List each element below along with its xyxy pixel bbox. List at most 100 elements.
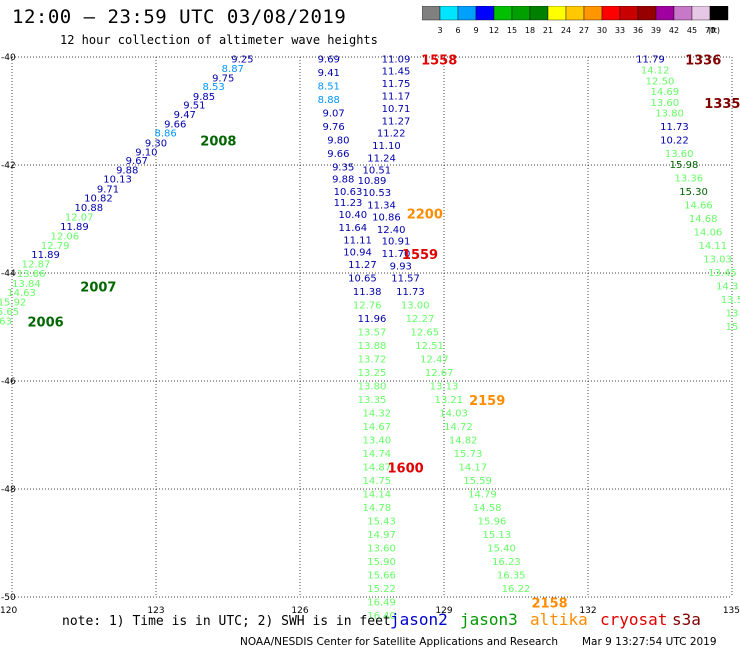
wave-height-point: 11.79 xyxy=(636,55,665,66)
wave-height-point: 8.51 xyxy=(318,82,340,93)
wave-height-point: 9.10 xyxy=(135,148,157,159)
wave-height-point: 13.21 xyxy=(434,395,463,406)
wave-height-point: 13.45 xyxy=(708,268,737,279)
wave-height-point: 8.86 xyxy=(154,129,176,140)
wave-height-point: 16.23 xyxy=(492,557,521,568)
chart-title: 12:00 – 23:59 UTC 03/08/2019 xyxy=(12,6,347,28)
wave-height-point: 15.13 xyxy=(482,530,511,541)
wave-height-point: 9.76 xyxy=(322,122,344,133)
scale-tick-label: 3 xyxy=(437,26,442,35)
wave-height-point: 12.76 xyxy=(353,300,382,311)
wave-height-point: 13.40 xyxy=(362,435,391,446)
scale-tick-label: 18 xyxy=(525,26,535,35)
scale-tick-label: 12 xyxy=(489,26,499,35)
wave-height-point: 9.35 xyxy=(332,163,354,174)
wave-height-point: 14.03 xyxy=(439,408,468,419)
scale-tick-label: 36 xyxy=(633,26,643,35)
pass-time-label: 2006 xyxy=(28,316,64,331)
footer-timestamp: Mar 9 13:27:54 UTC 2019 xyxy=(582,636,717,648)
scale-tick-label: 45 xyxy=(687,26,697,35)
wave-height-point: 14.11 xyxy=(698,241,727,252)
wave-height-point: 9.69 xyxy=(318,55,340,66)
wave-height-point: 10.53 xyxy=(362,188,391,199)
pass-time-label: 1336 xyxy=(685,54,721,69)
wave-height-point: 10.82 xyxy=(84,193,113,204)
wave-height-point: 9.41 xyxy=(318,68,340,79)
x-tick-label: 126 xyxy=(291,606,308,616)
wave-height-point: 13.80 xyxy=(655,109,684,120)
wave-height-point: 9.88 xyxy=(332,175,354,186)
wave-height-point: 11.23 xyxy=(334,198,363,209)
wave-height-point: 10.86 xyxy=(372,212,401,223)
wave-height-point: 15.59 xyxy=(463,476,492,487)
wave-height-point: 10.65 xyxy=(348,273,377,284)
wave-height-point: 15.66 xyxy=(367,570,396,581)
wave-height-point: 10.94 xyxy=(343,247,372,258)
wave-height-point: 8.88 xyxy=(318,95,340,106)
wave-height-point: 10.91 xyxy=(382,237,411,248)
wave-height-point: 15.65 xyxy=(0,307,19,318)
wave-height-point: 14.82 xyxy=(449,435,478,446)
wave-height-point: 11.75 xyxy=(382,79,411,90)
pass-time-label: 1558 xyxy=(421,54,457,69)
wave-height-point: 11.89 xyxy=(60,222,89,233)
wave-height-point: 14.74 xyxy=(362,449,391,460)
wave-height-point: 11.89 xyxy=(31,250,60,261)
wave-height-point: 11.09 xyxy=(382,55,411,66)
wave-height-point: 10.51 xyxy=(362,165,391,176)
wave-height-point: 14.3 xyxy=(716,282,738,293)
y-tick-label: -42 xyxy=(1,161,16,171)
wave-height-point: 14.14 xyxy=(362,489,391,500)
wave-height-point: 16.49 xyxy=(367,597,396,608)
wave-height-point: 13.36 xyxy=(674,174,703,185)
wave-height-point: 15 xyxy=(726,322,739,333)
scale-tick-label: 9 xyxy=(473,26,478,35)
wave-height-point: 14.72 xyxy=(444,422,473,433)
wave-height-point: 14.78 xyxy=(362,503,391,514)
wave-height-point: 9.47 xyxy=(174,110,196,121)
wave-height-point: 13.60 xyxy=(665,149,694,160)
wave-height-point: 11.22 xyxy=(377,129,406,140)
scale-tick-label: 39 xyxy=(651,26,661,35)
wave-height-point: 15.73 xyxy=(454,449,483,460)
wave-height-point: 9.88 xyxy=(116,165,138,176)
wave-height-point: 14.32 xyxy=(362,408,391,419)
wave-height-point: 9.66 xyxy=(327,149,349,160)
pass-time-label: 2008 xyxy=(200,135,236,150)
footer-note: note: 1) Time is in UTC; 2) SWH is in fe… xyxy=(62,614,391,629)
scale-unit-label: (ft) xyxy=(708,26,720,35)
wave-height-point: 13.86 xyxy=(17,269,46,280)
wave-height-point: 11.17 xyxy=(382,91,411,102)
wave-height-point: 12.79 xyxy=(41,241,70,252)
wave-height-point: 11.27 xyxy=(382,116,411,127)
wave-height-point: 10.88 xyxy=(74,203,103,214)
wave-height-point: 13.5 xyxy=(721,295,740,306)
wave-height-point: 11.45 xyxy=(382,67,411,78)
wave-height-point: 12.06 xyxy=(50,231,79,242)
scale-tick-label: 42 xyxy=(669,26,679,35)
wave-height-point: 13.72 xyxy=(358,354,387,365)
wave-height-point: 15.22 xyxy=(367,584,396,595)
wave-height-point: 11.96 xyxy=(358,314,387,325)
scale-tick-label: 6 xyxy=(455,26,460,35)
x-tick-label: 129 xyxy=(435,606,452,616)
wave-height-point: 14.79 xyxy=(468,489,497,500)
wave-height-point: 10.89 xyxy=(358,176,387,187)
wave-height-point: 16.22 xyxy=(502,584,531,595)
wave-height-point: 11.64 xyxy=(338,223,367,234)
wave-height-point: 14.97 xyxy=(367,530,396,541)
wave-height-point: 12.07 xyxy=(65,212,94,223)
wave-height-point: 12.65 xyxy=(410,327,439,338)
wave-height-point: 11.27 xyxy=(348,260,377,271)
wave-height-point: 13.60 xyxy=(367,543,396,554)
wave-height-point: 15.90 xyxy=(367,557,396,568)
wave-height-point: 13.35 xyxy=(358,395,387,406)
wave-height-point: 15.30 xyxy=(679,187,708,198)
wave-height-point: 9.85 xyxy=(193,92,215,103)
wave-height-point: 11.34 xyxy=(367,201,396,212)
wave-height-point: 16.63 xyxy=(0,317,12,328)
wave-height-point: 9.75 xyxy=(212,74,234,85)
wave-height-point: 14.75 xyxy=(362,476,391,487)
color-scale-legend: 3 6 9 12 15 18 21 24 27 30 33 36 39 42 45 70(ft) xyxy=(422,6,729,35)
wave-height-point: 9.93 xyxy=(390,262,412,273)
